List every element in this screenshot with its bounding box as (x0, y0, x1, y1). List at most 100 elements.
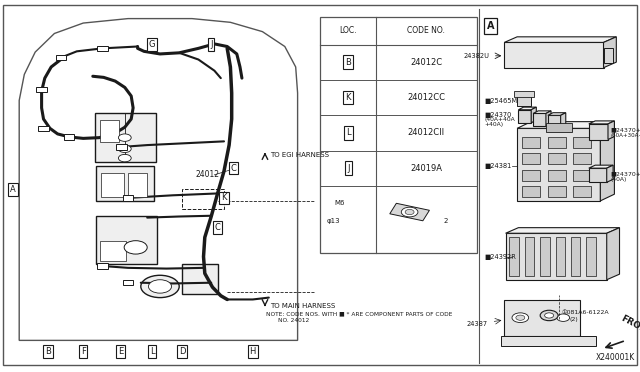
Bar (589, 124, 608, 140)
Text: H: H (250, 347, 256, 356)
Bar (514, 91, 534, 97)
Text: (2): (2) (570, 317, 579, 322)
Bar (182, 189, 224, 209)
Bar (548, 115, 561, 128)
Text: L: L (150, 347, 155, 356)
Text: C: C (214, 223, 221, 232)
Bar (604, 48, 613, 63)
Circle shape (405, 209, 414, 215)
Text: 24382U: 24382U (463, 53, 490, 59)
Bar (97, 46, 108, 51)
Polygon shape (504, 37, 616, 42)
Text: M6: M6 (334, 200, 344, 206)
Text: A: A (10, 185, 15, 194)
Text: TO EGI HARNESS: TO EGI HARNESS (270, 152, 329, 158)
Text: ■24392R: ■24392R (484, 254, 516, 260)
Bar (522, 153, 540, 164)
Bar (548, 170, 566, 181)
Bar (504, 300, 580, 336)
Text: ①081A6-6122A: ①081A6-6122A (562, 310, 609, 315)
Text: J: J (347, 164, 349, 173)
Bar (116, 144, 127, 150)
Bar (97, 263, 108, 269)
Text: K: K (221, 193, 227, 202)
Polygon shape (607, 165, 613, 182)
Polygon shape (607, 228, 620, 280)
Polygon shape (600, 122, 614, 201)
Text: 2: 2 (444, 218, 448, 224)
Bar (522, 137, 540, 148)
Circle shape (124, 241, 147, 254)
Text: CODE NO.: CODE NO. (407, 26, 445, 35)
Text: φ13: φ13 (326, 218, 340, 224)
Text: X240001K: X240001K (596, 353, 636, 362)
Polygon shape (506, 228, 620, 233)
Text: ■24370+B: ■24370+B (611, 171, 640, 177)
Bar (540, 237, 550, 276)
Polygon shape (517, 122, 614, 128)
Circle shape (141, 275, 179, 298)
Bar (100, 120, 119, 142)
Polygon shape (608, 121, 614, 140)
Circle shape (557, 314, 570, 321)
Bar (571, 237, 580, 276)
Text: B: B (345, 58, 351, 67)
Circle shape (118, 154, 131, 162)
Text: L: L (346, 128, 351, 138)
Bar (123, 195, 133, 201)
Text: D: D (179, 347, 186, 356)
Text: (60A+30A+30A): (60A+30A+30A) (611, 133, 640, 138)
Bar (522, 170, 540, 181)
Text: +40A): +40A) (484, 122, 504, 128)
Text: 24387: 24387 (467, 321, 488, 327)
Bar (548, 153, 566, 164)
Bar (525, 237, 534, 276)
Text: 24012C: 24012C (410, 58, 442, 67)
Text: NOTE: CODE NOS. WITH ■ * ARE COMPONENT PARTS OF CODE: NOTE: CODE NOS. WITH ■ * ARE COMPONENT P… (266, 312, 452, 317)
Polygon shape (589, 165, 613, 168)
Polygon shape (548, 113, 566, 115)
Text: NO. 24012: NO. 24012 (278, 318, 310, 323)
Text: 24012: 24012 (195, 170, 219, 179)
Bar (56, 55, 66, 60)
Bar (36, 87, 47, 92)
Bar (96, 216, 157, 264)
Polygon shape (19, 19, 298, 340)
Bar (128, 173, 147, 197)
Bar (501, 336, 596, 346)
Bar (123, 280, 133, 285)
Text: (40A): (40A) (611, 177, 627, 182)
Bar (517, 128, 600, 201)
Bar (101, 173, 124, 197)
Polygon shape (533, 111, 551, 113)
Bar (573, 153, 591, 164)
Text: 24012CII: 24012CII (408, 128, 445, 138)
Bar (548, 137, 566, 148)
Bar (573, 186, 591, 197)
Bar (100, 241, 126, 261)
Bar (589, 168, 607, 182)
Polygon shape (546, 111, 551, 126)
Text: ■25465M: ■25465M (484, 98, 518, 104)
Bar (95, 113, 156, 162)
Circle shape (545, 313, 554, 318)
Circle shape (512, 313, 529, 323)
Polygon shape (390, 203, 429, 221)
Text: 24012CC: 24012CC (407, 93, 445, 102)
Polygon shape (531, 107, 536, 123)
Circle shape (540, 310, 558, 321)
Bar (533, 113, 546, 126)
Bar (518, 110, 531, 123)
Text: A: A (486, 21, 494, 31)
Text: FRONT: FRONT (620, 314, 640, 339)
Text: 24019A: 24019A (410, 164, 442, 173)
Bar (96, 166, 154, 201)
Polygon shape (518, 107, 536, 110)
Bar (573, 170, 591, 181)
Text: G: G (148, 40, 155, 49)
Circle shape (516, 315, 525, 320)
Bar (504, 42, 604, 68)
Bar (586, 237, 596, 276)
Text: J: J (210, 40, 212, 49)
Text: ■24370: ■24370 (484, 112, 512, 118)
